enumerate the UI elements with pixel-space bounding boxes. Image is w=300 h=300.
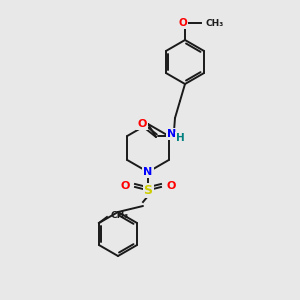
- Text: N: N: [167, 129, 177, 139]
- Text: CH₃: CH₃: [111, 212, 129, 220]
- Text: O: O: [178, 18, 188, 28]
- Text: H: H: [176, 133, 184, 143]
- Text: O: O: [137, 119, 147, 129]
- Text: CH₃: CH₃: [205, 19, 223, 28]
- Text: N: N: [143, 167, 153, 177]
- Text: S: S: [143, 184, 152, 196]
- Text: O: O: [120, 181, 130, 191]
- Text: O: O: [166, 181, 176, 191]
